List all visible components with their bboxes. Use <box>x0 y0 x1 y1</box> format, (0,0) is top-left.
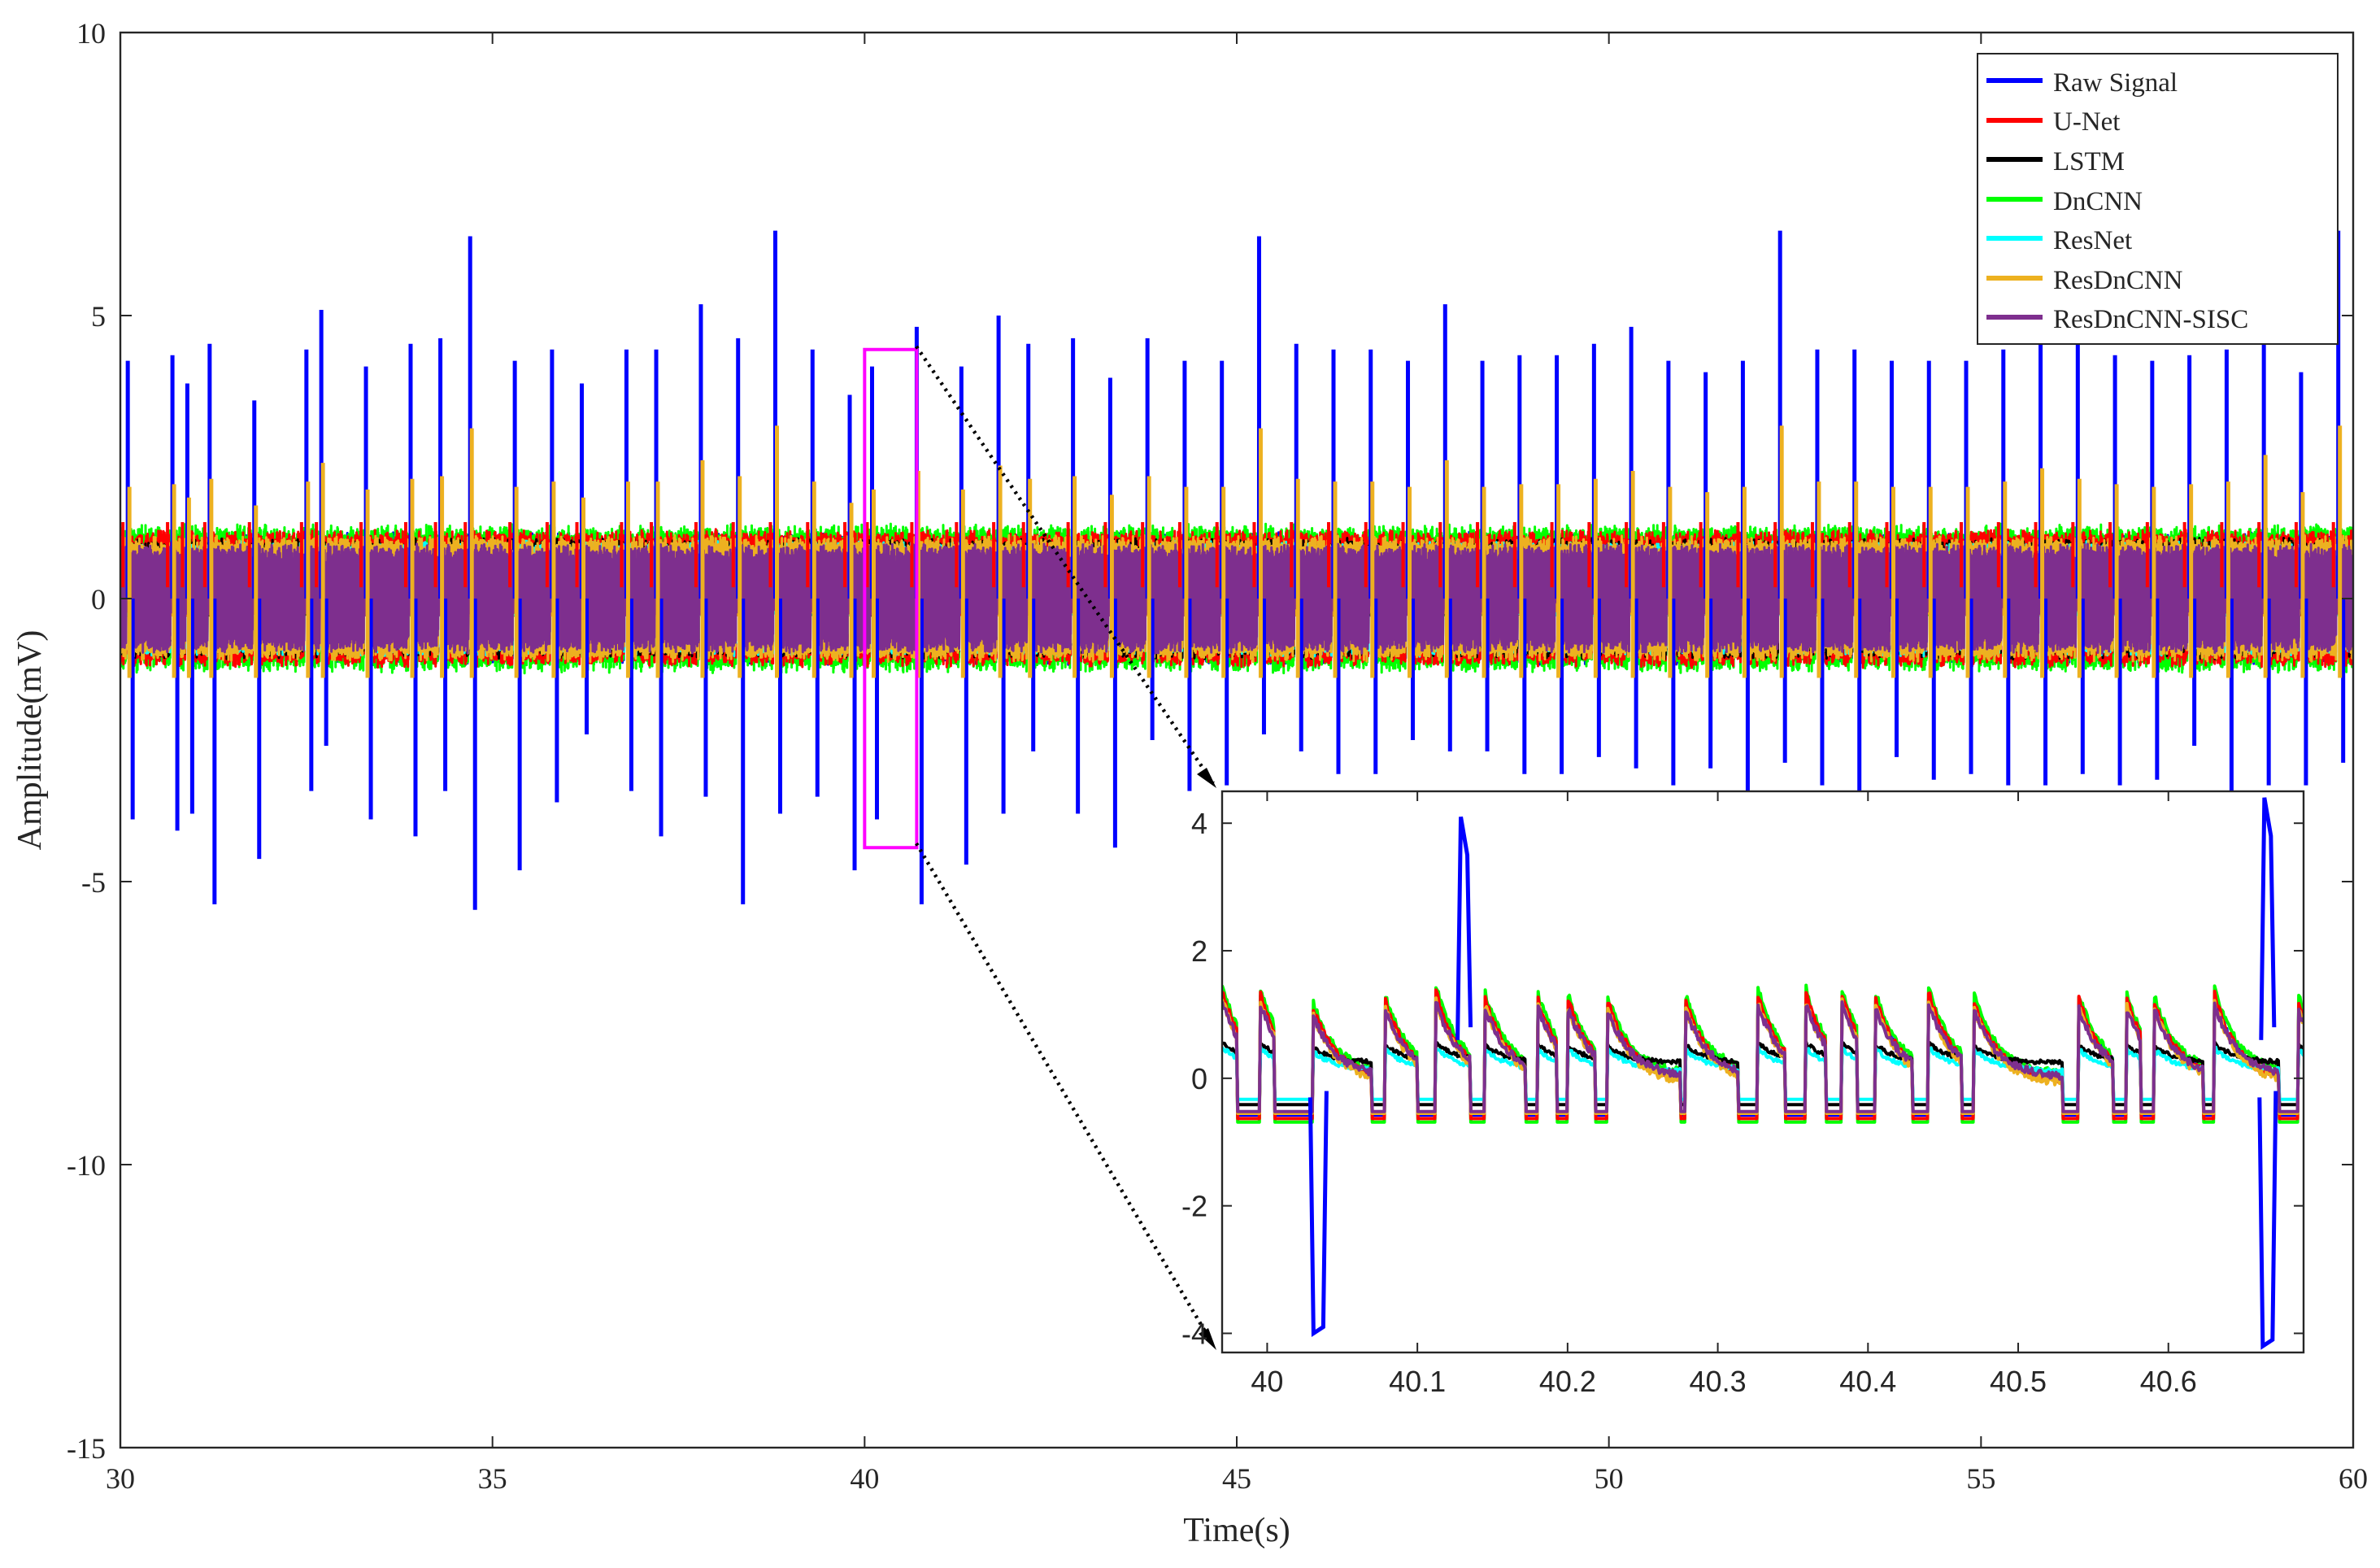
inset-trace-resdncnn-sisc <box>1222 1000 2304 1113</box>
inset-plot: 40 40.1 40.2 40.3 40.4 40.5 40.6 4 2 0 -2 -4 <box>1181 790 2305 1398</box>
inset-x-tick-label: 40.6 <box>2140 1365 2197 1398</box>
zoom-connector-top <box>915 345 1215 785</box>
main-y-axis-label: Amplitude(mV) <box>11 630 49 851</box>
main-y-axis: 10 5 0 -5 -10 -15 <box>67 17 2353 1465</box>
inset-y-tick-label: 2 <box>1191 934 1207 968</box>
main-series-group <box>120 230 2353 910</box>
main-y-tick-label: -5 <box>81 866 106 899</box>
inset-raw-spike-trough <box>1307 1091 1329 1338</box>
legend-label: U-Net <box>2053 107 2120 137</box>
legend-label: ResDnCNN-SISC <box>2053 305 2248 334</box>
inset-raw-spike-trough <box>2257 1091 2278 1350</box>
inset-x-tick-label: 40 <box>1251 1365 1283 1398</box>
zoom-connector-bottom-arrowhead <box>1199 1328 1216 1350</box>
zoom-region-box <box>863 347 919 850</box>
main-y-tick-label: -15 <box>67 1432 106 1465</box>
inset-series-group <box>1222 797 2304 1350</box>
inset-raw-spike-peak <box>2259 797 2277 1040</box>
inset-trace-lstm <box>1222 1040 2304 1107</box>
inset-x-tick-label: 40.4 <box>1839 1365 1896 1398</box>
inset-y-tick-label: -4 <box>1181 1317 1207 1350</box>
main-x-axis: 30 35 40 45 50 55 60 <box>106 33 2368 1495</box>
inset-x-tick-label: 40.3 <box>1690 1365 1747 1398</box>
main-x-tick-label: 30 <box>106 1462 135 1495</box>
legend-entry: Raw Signal <box>1986 68 2178 98</box>
inset-trace-resnet <box>1222 1044 2304 1101</box>
legend-entry: LSTM <box>1986 147 2125 176</box>
main-y-tick-label: 0 <box>91 583 106 616</box>
inset-x-tick-label: 40.2 <box>1539 1365 1596 1398</box>
inset-raw-spike-peak <box>1455 816 1473 1040</box>
inset-y-tick-label: 4 <box>1191 807 1207 840</box>
legend: Raw Signal U-Net LSTM DnCNN ResNet ResDn… <box>1977 53 2339 345</box>
inset-y-tick-label: 0 <box>1191 1062 1207 1095</box>
main-x-tick-label: 45 <box>1222 1462 1251 1495</box>
main-x-tick-label: 55 <box>1966 1462 1995 1495</box>
inset-x-axis: 40 40.1 40.2 40.3 40.4 40.5 40.6 <box>1251 791 2197 1398</box>
main-x-tick-label: 50 <box>1595 1462 1624 1495</box>
legend-label: DnCNN <box>2053 187 2143 216</box>
legend-entry: DnCNN <box>1986 187 2143 216</box>
main-x-axis-label: Time(s) <box>1183 1512 1290 1549</box>
main-x-tick-label: 40 <box>850 1462 879 1495</box>
inset-y-tick-label: -2 <box>1181 1190 1207 1223</box>
main-y-tick-label: 10 <box>76 17 106 50</box>
inset-x-tick-label: 40.5 <box>1990 1365 2047 1398</box>
legend-entry: U-Net <box>1986 107 2120 137</box>
legend-label: ResNet <box>2053 226 2132 255</box>
inset-x-tick-label: 40.1 <box>1389 1365 1446 1398</box>
inset-axes-box <box>1220 790 2305 1354</box>
inset-plot-area <box>1222 791 2304 1352</box>
series-trace-resdncnn-sisc <box>120 542 2353 656</box>
main-x-tick-label: 35 <box>478 1462 507 1495</box>
inset-y-axis: 4 2 0 -2 -4 <box>1181 807 2304 1350</box>
legend-label: Raw Signal <box>2053 68 2178 98</box>
main-y-tick-label: 5 <box>91 300 106 333</box>
main-x-tick-label: 60 <box>2339 1462 2368 1495</box>
legend-entry: ResNet <box>1986 226 2132 255</box>
main-y-tick-label: -10 <box>67 1149 106 1182</box>
legend-entry: ResDnCNN-SISC <box>1986 305 2248 334</box>
legend-label: LSTM <box>2053 147 2125 176</box>
zoom-connector-top-arrowhead <box>1197 768 1216 788</box>
zoom-connector-bottom <box>915 842 1215 1347</box>
legend-label: ResDnCNN <box>2053 266 2183 295</box>
legend-entry: ResDnCNN <box>1986 266 2183 295</box>
